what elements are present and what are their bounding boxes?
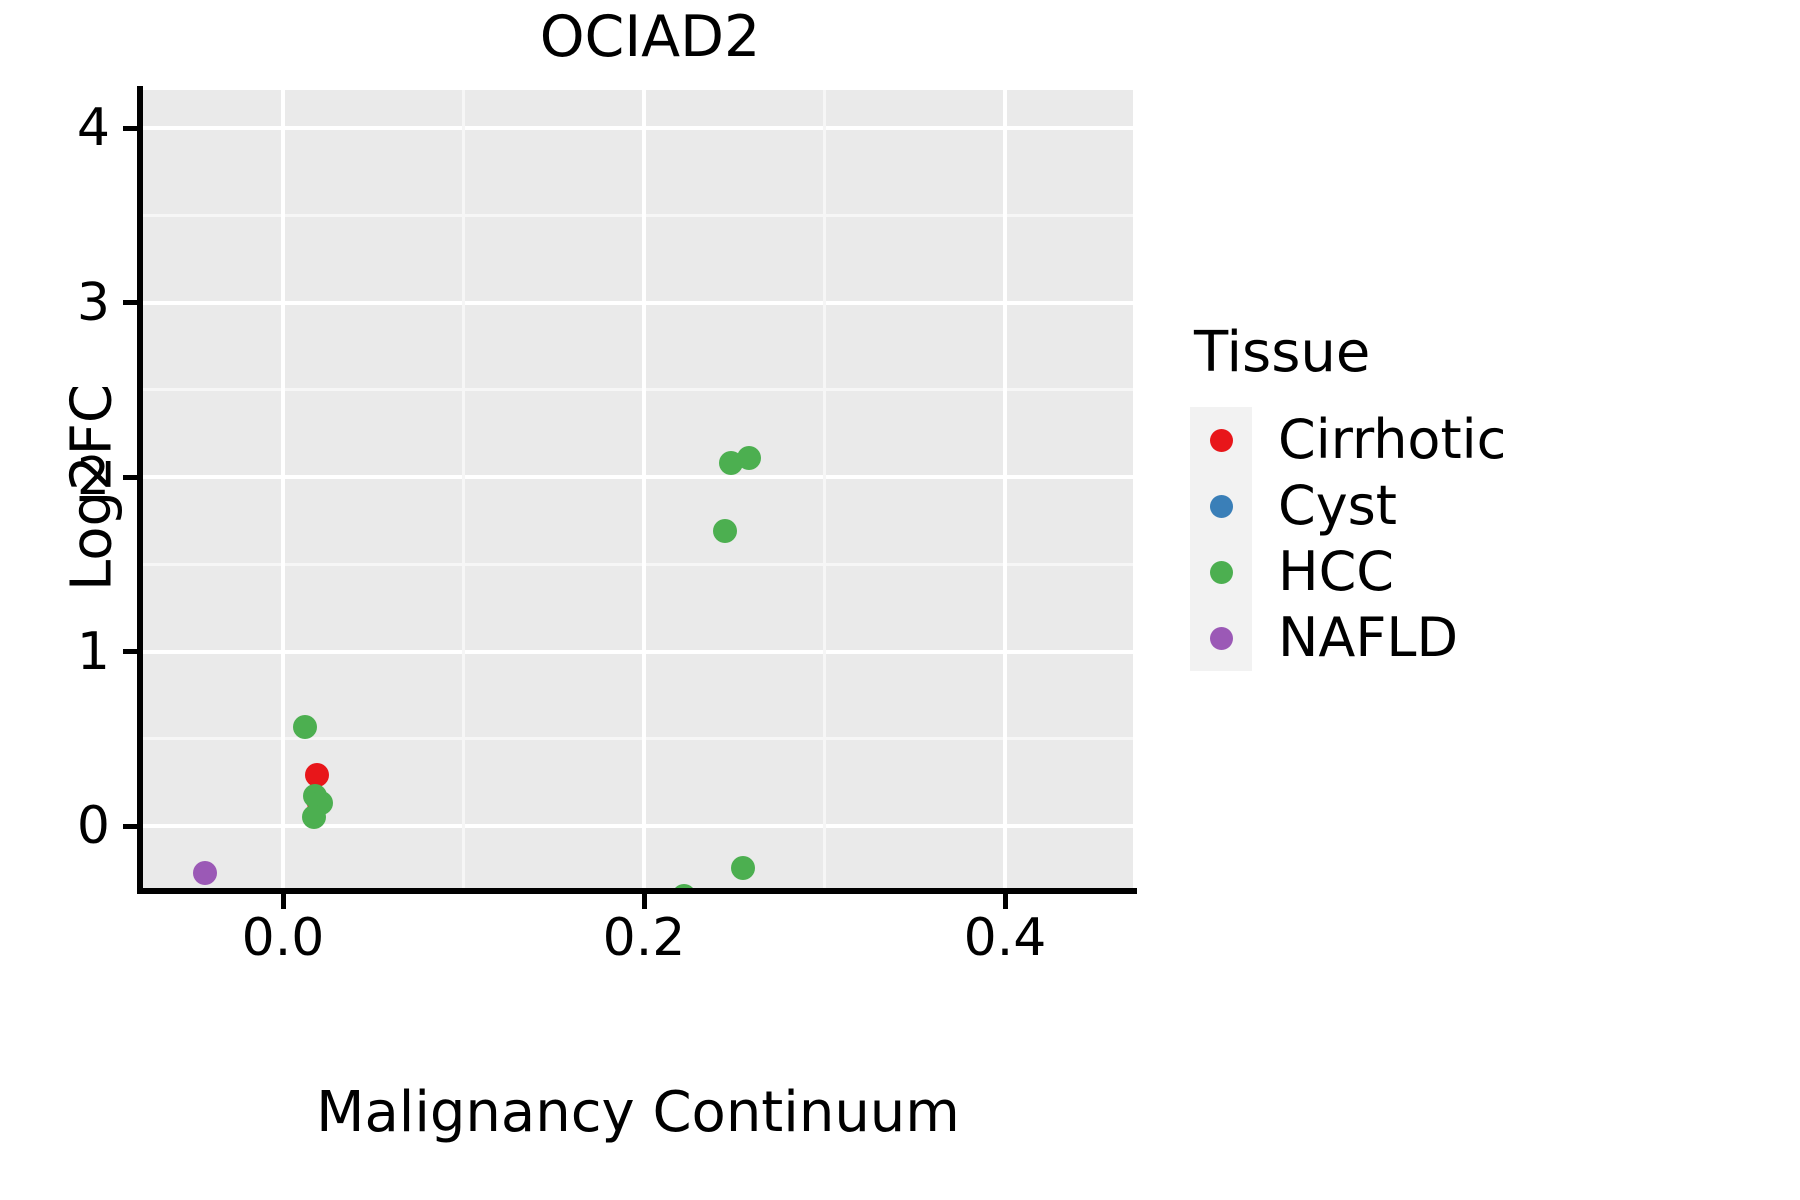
x-tick-label: 0.0 <box>241 908 325 968</box>
data-point <box>731 855 756 880</box>
y-axis-label: Log2FC <box>59 384 125 591</box>
data-point <box>193 861 218 886</box>
gridline-minor-horizontal <box>143 737 1133 741</box>
legend-item-label: HCC <box>1278 540 1395 603</box>
data-point <box>736 445 761 470</box>
y-tick-label: 3 <box>76 272 110 333</box>
legend-item-cirrhotic[interactable]: Cirrhotic <box>1190 407 1750 473</box>
legend-key-swatch <box>1190 473 1252 539</box>
legend-item-label: Cyst <box>1278 474 1397 537</box>
legend-item-label: Cirrhotic <box>1278 408 1507 471</box>
x-tick-label: 0.2 <box>602 908 686 968</box>
y-tick-mark <box>123 649 137 654</box>
y-tick-label: 2 <box>76 447 110 507</box>
y-tick-mark <box>123 474 137 480</box>
x-tick-mark <box>1002 894 1008 909</box>
y-tick-label: 1 <box>76 621 110 682</box>
page-title: OCIAD2 <box>539 4 761 70</box>
gridline-major-vertical <box>642 90 646 890</box>
gridline-major-horizontal <box>143 649 1133 654</box>
data-point <box>292 714 317 739</box>
y-tick-label: 4 <box>76 98 110 158</box>
x-tick-mark <box>641 894 647 909</box>
plot-panel <box>143 90 1133 890</box>
legend-dot-icon <box>1209 626 1233 650</box>
y-tick-mark <box>123 300 137 305</box>
x-tick-label: 0.4 <box>963 908 1047 968</box>
gridline-major-horizontal <box>143 300 1133 305</box>
data-point <box>713 519 738 544</box>
gridline-major-vertical <box>1003 90 1007 890</box>
legend-item-cyst[interactable]: Cyst <box>1190 473 1750 539</box>
legend-dot-icon <box>1209 494 1233 518</box>
data-point <box>305 763 330 788</box>
y-axis-line <box>137 86 143 894</box>
legend-entries: Cirrhotic Cyst HCC NAFLD <box>1190 407 1750 671</box>
x-tick-mark <box>280 894 286 909</box>
legend-dot-icon <box>1209 428 1233 452</box>
gridline-major-horizontal <box>143 824 1133 828</box>
legend-key-swatch <box>1190 407 1252 473</box>
legend-dot-icon <box>1209 560 1233 584</box>
gridline-minor-horizontal <box>143 562 1133 566</box>
x-axis-label: Malignancy Continuum <box>316 1080 960 1145</box>
legend-key-swatch <box>1190 539 1252 605</box>
y-tick-mark <box>123 125 137 131</box>
y-tick-label: 0 <box>76 796 110 856</box>
legend-key-swatch <box>1190 605 1252 671</box>
legend-item-nafld[interactable]: NAFLD <box>1190 605 1750 671</box>
legend-item-hcc[interactable]: HCC <box>1190 539 1750 605</box>
gridline-minor-vertical <box>823 90 826 890</box>
x-axis-line <box>137 888 1137 894</box>
gridline-major-horizontal <box>143 475 1133 479</box>
gridline-major-vertical <box>281 90 285 890</box>
gridline-minor-horizontal <box>143 388 1133 392</box>
data-point <box>671 883 696 890</box>
legend-title: Tissue <box>1194 320 1371 385</box>
gridline-minor-vertical <box>462 90 465 890</box>
gridline-major-horizontal <box>143 126 1133 130</box>
legend-item-label: NAFLD <box>1278 606 1459 669</box>
y-tick-mark <box>123 823 137 829</box>
gridline-minor-horizontal <box>143 213 1133 217</box>
data-point <box>301 805 326 830</box>
legend: Tissue Cirrhotic Cyst HCC NAFLD <box>1190 320 1750 671</box>
